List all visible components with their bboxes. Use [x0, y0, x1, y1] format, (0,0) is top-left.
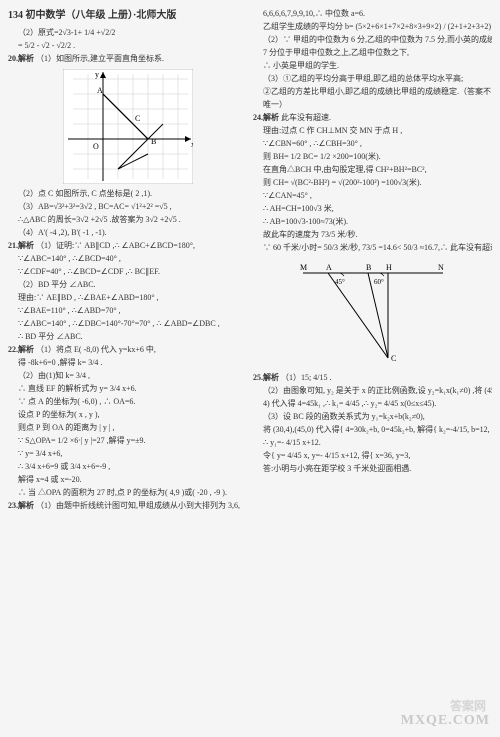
- left-column: 134 初中数学（八年级 上册）·北师大版 （2）原式=2√3-1+ 1/4 +…: [8, 8, 247, 729]
- text-line: ∴ y₁=- 4/15 x+12.: [253, 437, 492, 449]
- svg-text:B: B: [151, 137, 156, 146]
- right-column: 6,6,6,6,7,9,9,10,∴ 中位数 a=6. 乙组学生成绩的平均分 b…: [253, 8, 492, 729]
- text-line: 唯一）: [253, 99, 492, 111]
- coordinate-grid-figure: O x y A C B: [63, 69, 193, 184]
- text-line: （2）点 C 如图所示, C 点坐标是( 2 ,1).: [8, 188, 247, 200]
- svg-text:N: N: [438, 263, 444, 272]
- svg-text:H: H: [386, 263, 392, 272]
- text-line: （3）AB=√3²+3²=3√2 , BC=AC= √1²+2² =√5 ,: [8, 201, 247, 213]
- text-line: ∵∠ABC=140° , ∴∠BCD=40° ,: [8, 253, 247, 265]
- item-label: 25.解析: [253, 373, 279, 382]
- item-label: 22.解析: [8, 345, 34, 354]
- text-line: ∵∠BAE=110° , ∴∠ABD=70° ,: [8, 305, 247, 317]
- page-header: 134 初中数学（八年级 上册）·北师大版: [8, 8, 247, 23]
- text-line: ∴ AB=100√3-100≈73(米).: [253, 216, 492, 228]
- text-line: ∴ AH=CH=100√3 米,: [253, 203, 492, 215]
- text-line: 则点 P 到 OA 的距离为 | y | ,: [8, 422, 247, 434]
- text-line: 21.解析 （1）证明:∵ AB∥CD ,∴ ∠ABC+∠BCD=180°,: [8, 240, 247, 252]
- text-line: 解得 x=4 或 x=-20.: [8, 474, 247, 486]
- text-line: 24.解析 此车没有超速.: [253, 112, 492, 124]
- text: （1）如图所示,建立平面直角坐标系.: [36, 54, 164, 63]
- text-line: ∴ 当 △OPA 的面积为 27 时,点 P 的坐标为( 4,9 )或( -20…: [8, 487, 247, 499]
- text: （1）证明:∵ AB∥CD ,∴ ∠ABC+∠BCD=180°,: [36, 241, 195, 250]
- text-line: 故此车的速度为 73/5 米/秒.: [253, 229, 492, 241]
- text-line: ∵ S△OPA= 1/2 ×6·| y |=27 ,解得 y=±9.: [8, 435, 247, 447]
- text-line: ∴ 小英是甲组的学生.: [253, 60, 492, 72]
- text-line: 6,6,6,6,7,9,9,10,∴ 中位数 a=6.: [253, 8, 492, 20]
- text-line: 23.解析 （1）由题中折线统计图可知,甲组成绩从小到大排列为 3,6,: [8, 500, 247, 512]
- svg-text:60°: 60°: [374, 278, 384, 286]
- svg-text:C: C: [391, 354, 396, 363]
- triangle-figure: M N A B H 45° 60° C: [298, 258, 448, 368]
- text-line: 得 -8k+6=0 ,解得 k= 3/4 .: [8, 357, 247, 369]
- text-line: ∵ 60 千米/小时= 50/3 米/秒, 73/5 =14.6< 50/3 ≈…: [253, 242, 492, 254]
- svg-text:B: B: [366, 263, 371, 272]
- text-line: 在直角△BCH 中,由勾股定理,得 CH²+BH²=BC²,: [253, 164, 492, 176]
- text-line: 7 分位于甲组中位数之上,乙组中位数之下,: [253, 47, 492, 59]
- text-line: ∴ 3/4 x+6=9 或 3/4 x+6=-9 ,: [8, 461, 247, 473]
- item-label: 21.解析: [8, 241, 34, 250]
- svg-text:A: A: [97, 86, 103, 95]
- text-line: 理由:过点 C 作 CH⊥MN 交 MN 于点 H ,: [253, 125, 492, 137]
- text-line: ∴ 直线 EF 的解析式为 y= 3/4 x+6.: [8, 383, 247, 395]
- text-line: 乙组学生成绩的平均分 b= (5×2+6×1+7×2+8×3+9×2) / (2…: [253, 21, 492, 33]
- item-label: 23.解析: [8, 501, 34, 510]
- item-label: 24.解析: [253, 113, 279, 122]
- text-line: ∵ 点 A 的坐标为( -6,0) , ∴ OA=6.: [8, 396, 247, 408]
- text-line: （4）A'( -4 ,2), B'( -1 , -1).: [8, 227, 247, 239]
- text: 此车没有超速.: [281, 113, 331, 122]
- svg-text:M: M: [300, 263, 307, 272]
- text: （1）由题中折线统计图可知,甲组成绩从小到大排列为 3,6,: [36, 501, 240, 510]
- watermark: MXQE.COM: [401, 710, 490, 731]
- svg-text:O: O: [93, 142, 99, 151]
- text-line: 答:小明与小亮在距学校 3 千米处迎面相遇.: [253, 463, 492, 475]
- text-line: ∵∠CAN=45° ,: [253, 190, 492, 202]
- svg-text:A: A: [326, 263, 332, 272]
- text-line: 令{ y= 4/45 x, y=- 4/15 x+12, 得{ x=36, y=…: [253, 450, 492, 462]
- svg-text:C: C: [135, 114, 140, 123]
- text-line: 25.解析 （1）15; 4/15 .: [253, 372, 492, 384]
- text-line: 4) 代入得 4=45k₁ ,∴ k₁= 4/45 ,∴ y₂= 4/45 x(…: [253, 398, 492, 410]
- text-line: ②乙组的方差比甲组小,即乙组的成绩比甲组的成绩稳定.（答案不: [253, 86, 492, 98]
- text-line: ∴ BD 平分 ∠ABC.: [8, 331, 247, 343]
- svg-text:x: x: [191, 140, 193, 149]
- text-line: 设点 P 的坐标为( x , y ),: [8, 409, 247, 421]
- text: （1）15; 4/15 .: [281, 373, 331, 382]
- svg-text:y: y: [95, 70, 99, 79]
- text-line: 则 CH= √(BC²-BH²) = √(200²-100²) =100√3(米…: [253, 177, 492, 189]
- text-line: （2）由(1)知 k= 3/4 ,: [8, 370, 247, 382]
- text-line: ∵ y= 3/4 x+6,: [8, 448, 247, 460]
- text-line: = 5/2 - √2 - √2/2 .: [8, 40, 247, 52]
- text-line: （2）BD 平分 ∠ABC.: [8, 279, 247, 291]
- text-line: ∵∠CBN=60° , ∴∠CBH=30° ,: [253, 138, 492, 150]
- text-line: （3）①乙组的平均分高于甲组,即乙组的总体平均水平高;: [253, 73, 492, 85]
- text-line: 理由:∵ AE∥BD , ∴∠BAE+∠ABD=180° ,: [8, 292, 247, 304]
- text-line: 22.解析 （1）将点 E( -8,0) 代入 y=kx+6 中,: [8, 344, 247, 356]
- text-line: 将 (30,4),(45,0) 代入得{ 4=30k₂+b, 0=45k₂+b,…: [253, 424, 492, 436]
- text-line: ∵∠ABC=140° , ∴∠DBC=140°-70°=70° , ∴ ∠ABD…: [8, 318, 247, 330]
- text-line: （2）原式=2√3-1+ 1/4 +√2/2: [8, 27, 247, 39]
- text-line: （2）由图象可知, y₂ 是关于 x 的正比例函数,设 y₂=k₁x(k₁≠0)…: [253, 385, 492, 397]
- text-line: （3）设 BC 段的函数关系式为 y₁=k₂x+b(k₂≠0),: [253, 411, 492, 423]
- text-line: （2）∵ 甲组的中位数为 6 分,乙组的中位数为 7.5 分,而小英的成绩: [253, 34, 492, 46]
- text-line: 20.解析 （1）如图所示,建立平面直角坐标系.: [8, 53, 247, 65]
- text-line: 则 BH= 1/2 BC= 1/2 ×200=100(米).: [253, 151, 492, 163]
- text-line: ∵∠CDF=40° , ∴∠BCD=∠CDF ,∴ BC∥EF.: [8, 266, 247, 278]
- text: （1）将点 E( -8,0) 代入 y=kx+6 中,: [36, 345, 156, 354]
- text-line: ∴△ABC 的周长=3√2 +2√5 .故答案为 3√2 +2√5 .: [8, 214, 247, 226]
- item-label: 20.解析: [8, 54, 34, 63]
